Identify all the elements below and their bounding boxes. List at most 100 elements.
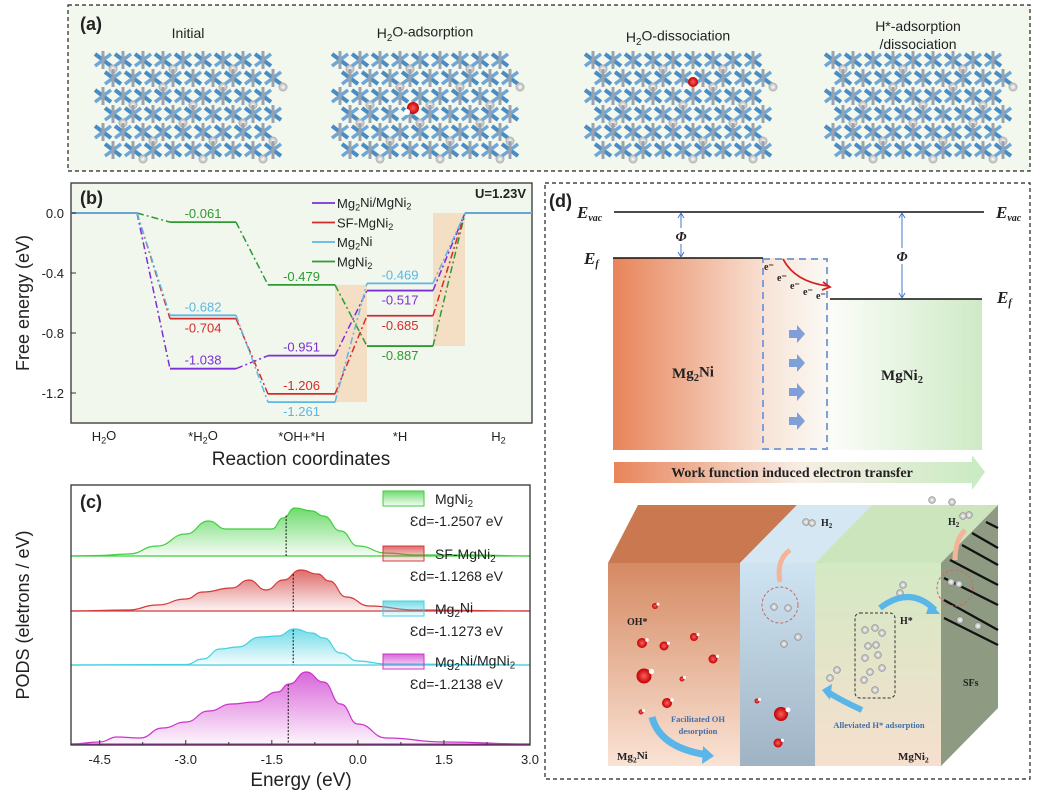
y-tick-label: 0.0 — [46, 206, 64, 221]
connector — [334, 290, 368, 356]
connector — [235, 354, 269, 370]
dos-area — [71, 672, 530, 744]
mgni2-label: MgNi2​ — [881, 368, 923, 386]
right-block-label: MgNi2​ — [898, 751, 929, 764]
x-category-label: *OH+*H — [278, 429, 325, 444]
hydrogen-atom — [860, 676, 868, 684]
rds-highlight — [433, 213, 465, 347]
oh-desorption-text-1: Facilitated OH — [671, 714, 725, 724]
h-adsorption-text: Alleviated H* adsorption — [833, 720, 924, 730]
connector — [334, 284, 368, 347]
stage-h-adsorption-label: H*-adsorption — [875, 18, 961, 34]
hydrogen-atom — [948, 498, 956, 506]
hydrogen-atom — [808, 519, 816, 527]
ef-left: Ef — [583, 249, 600, 270]
dos-area — [71, 570, 530, 611]
h2-release-arrow-left — [776, 547, 792, 583]
hydrogen-atom — [955, 580, 963, 588]
hydrogen-atom — [780, 640, 788, 648]
d-band-center-label-mgni2: Ɛd=-1.2507 eV — [410, 513, 504, 529]
oh-desorption-text-2: desorption — [679, 726, 718, 736]
transfer-arrows — [789, 325, 805, 430]
x-tick-label: 3.0 — [521, 752, 539, 767]
h2-formation-circle — [761, 586, 799, 624]
energy-value-label: -0.479 — [283, 269, 320, 284]
oh-molecule — [659, 641, 669, 651]
oxygen-atom — [407, 102, 419, 114]
connector — [334, 283, 368, 403]
y-axis-title: PODS (eletrons / eV) — [13, 530, 33, 699]
electron-flow-arrowhead — [821, 281, 832, 291]
energy-value-label: -1.206 — [283, 378, 320, 393]
hydrogen-atom — [826, 674, 834, 682]
panel-a-label: (a) — [80, 14, 102, 34]
hydrogen-atom — [861, 654, 869, 662]
evac-left: Evac — [576, 203, 603, 224]
hydrogen-atom — [864, 642, 872, 650]
legend-entry: Mg2​Ni/MgNi2​ — [435, 653, 515, 673]
connector — [334, 315, 368, 395]
x-axis-title: Reaction coordinates — [212, 449, 391, 470]
oh-molecule — [637, 638, 647, 648]
dos-series-sf-mgni2: SF-MgNi2​ — [70, 545, 531, 612]
evac-right: Evac — [995, 203, 1022, 224]
potential-annotation: U=1.23V — [475, 186, 526, 201]
dos-series-mg2ni-mgni2: Mg2​Ni/MgNi2​ — [70, 653, 531, 745]
x-category-label: *H — [393, 429, 407, 444]
hydrogen-atom — [874, 651, 882, 659]
hydrogen-atom — [974, 622, 982, 630]
stage-h2o-adsorption-label: H2​O-adsorption — [377, 24, 474, 44]
x-tick-label: 1.5 — [435, 752, 453, 767]
oh-molecule — [774, 707, 788, 721]
energy-value-label: -0.061 — [185, 206, 222, 221]
electron-label: e⁻ — [777, 273, 787, 284]
left-block — [608, 563, 741, 766]
x-tick-label: 0.0 — [349, 752, 367, 767]
legend-swatch — [382, 490, 425, 507]
hydrogen-atom — [871, 686, 879, 694]
hydrogen-atom — [861, 626, 869, 634]
hydrogen-atom — [928, 496, 936, 504]
legend-entry: SF-MgNi2​ — [435, 546, 496, 565]
hydrogen-atom — [947, 578, 955, 586]
hydrogen-atom — [871, 624, 879, 632]
x-category-label: H2​ — [491, 429, 505, 446]
oh-molecule — [636, 668, 652, 684]
oxygen-atom — [688, 77, 698, 87]
dos-curve — [70, 569, 531, 612]
energy-value-label: -0.517 — [382, 293, 419, 308]
hydrogen-atom — [866, 668, 874, 676]
legend-entry: Mg2​Ni — [337, 234, 373, 252]
energy-value-label: -0.704 — [185, 321, 222, 336]
y-tick-label: -0.8 — [42, 326, 64, 341]
y-tick-label: -0.4 — [42, 266, 64, 281]
hydrogen-atom — [833, 666, 841, 674]
h-cluster-box — [854, 612, 896, 699]
left-block-top — [608, 505, 797, 563]
interface-box — [762, 258, 828, 450]
panel-b-label: (b) — [80, 188, 103, 208]
panel-d-label: (d) — [549, 191, 572, 211]
h-migration-arrowhead — [926, 602, 940, 614]
connector — [136, 212, 171, 316]
panel-c: MgNi2​ SF-MgNi2​ Mg2​Ni Mg2​Ni/MgNi2​ (c) Ɛ… — [13, 484, 539, 791]
phi-left-background — [674, 228, 688, 244]
connector — [432, 212, 466, 316]
legend-swatch — [382, 600, 425, 617]
sfs-label: SFs — [963, 678, 979, 689]
oh-label: OH* — [627, 617, 648, 628]
d-band-center-label-sf-mgni2: Ɛd=-1.1268 eV — [410, 568, 504, 584]
mg2ni-band — [613, 258, 763, 450]
h-label: H* — [900, 616, 913, 627]
h2-release-arrow-right — [952, 528, 967, 561]
slab-structure-4 — [823, 51, 1018, 164]
series-mg2ni: -0.682 -1.261 -0.469 — [71, 212, 532, 419]
oh-molecule — [690, 633, 698, 641]
panel-c-label: (c) — [80, 492, 102, 512]
phi-left: Φ — [675, 230, 686, 245]
d-band-center-label-mg2ni-mgni2: Ɛd=-1.2138 eV — [410, 676, 504, 692]
energy-value-label: -1.038 — [185, 353, 222, 368]
legend-entry: Mg2​Ni — [435, 600, 473, 620]
connector — [136, 212, 171, 223]
stage-h2o-dissociation-label: H2​O-dissociation — [626, 28, 730, 48]
